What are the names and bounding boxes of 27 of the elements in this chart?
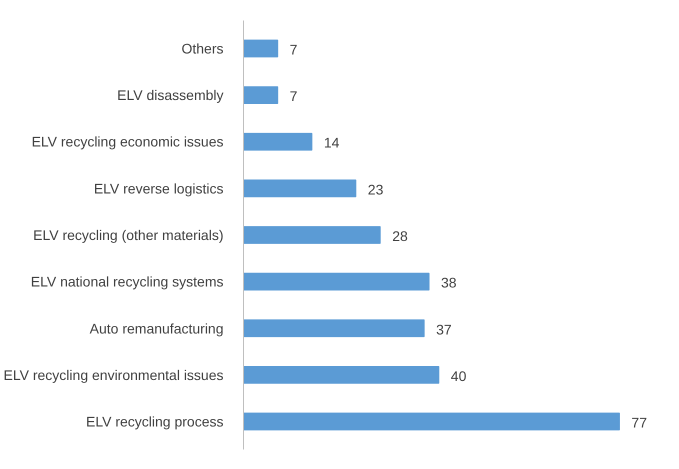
bar [244,179,356,198]
data-label: 37 [436,321,452,338]
y-tick-label: ELV recycling (other materials) [33,227,224,243]
data-label: 14 [324,134,340,151]
bar [244,366,440,384]
bar [244,132,312,151]
data-label: 40 [450,368,467,384]
data-label: 7 [290,88,298,104]
y-tick-label: ELV recycling economic issues [32,134,224,150]
y-tick-label: ELV reverse logistics [94,180,224,196]
y-tick-label: ELV disassembly [117,87,224,104]
bar [244,272,430,291]
bar [244,40,278,58]
data-label: 77 [631,414,648,431]
bar [244,86,278,104]
y-tick-label: Others [181,40,224,56]
bar [244,412,620,430]
bar [244,226,381,244]
data-label: 38 [441,274,457,291]
data-label: 23 [368,181,384,198]
y-tick-label: ELV recycling environmental issues [4,366,224,383]
data-label: 7 [290,41,298,58]
y-tick-label: ELV national recycling systems [30,274,224,290]
data-label: 28 [392,228,408,244]
bar [244,319,425,338]
y-tick-label: ELV recycling process [86,414,224,430]
y-tick-label: Auto remanufacturing [90,320,224,336]
